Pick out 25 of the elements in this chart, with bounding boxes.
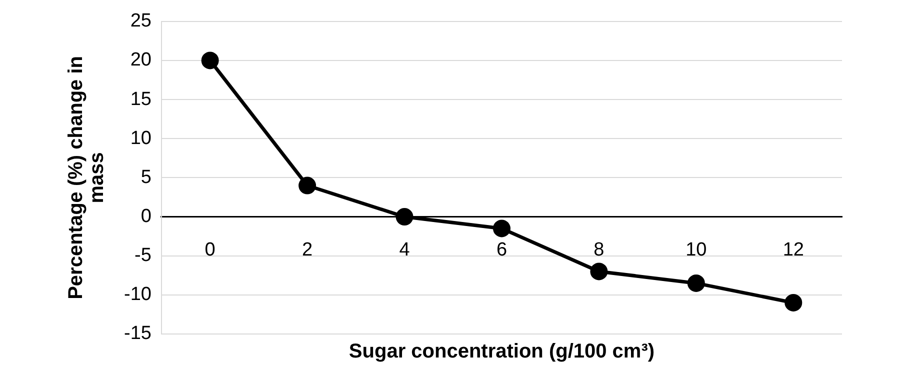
y-tick-label: 0 xyxy=(140,206,152,228)
point xyxy=(201,52,219,70)
x-tick-label: 8 xyxy=(594,239,604,260)
x-axis-title: Sugar concentration (g/100 cm³) xyxy=(348,340,655,363)
y-tick-label: 15 xyxy=(130,88,152,110)
x-tick-label: 4 xyxy=(399,239,410,260)
x-tick-label: 6 xyxy=(496,239,508,260)
y-tick-label: 20 xyxy=(130,50,152,71)
y-tick-label: -15 xyxy=(124,323,152,344)
point xyxy=(492,220,510,238)
point xyxy=(396,208,414,226)
y-tick-label: -10 xyxy=(124,284,152,306)
y-tick-label: -5 xyxy=(134,245,152,266)
x-tick-label: 12 xyxy=(782,239,804,260)
y-tick-label: 10 xyxy=(130,128,152,149)
point xyxy=(298,176,316,194)
y-axis-title: Percentage (%) change in mass xyxy=(65,56,108,300)
x-tick-label: 2 xyxy=(302,239,313,260)
point xyxy=(687,274,705,292)
x-tick-label: 10 xyxy=(686,239,707,260)
y-tick-label: 5 xyxy=(140,166,152,188)
y-tick-label: 25 xyxy=(130,10,152,32)
point xyxy=(784,294,802,312)
point xyxy=(590,262,608,280)
x-tick-label: 0 xyxy=(204,239,216,260)
